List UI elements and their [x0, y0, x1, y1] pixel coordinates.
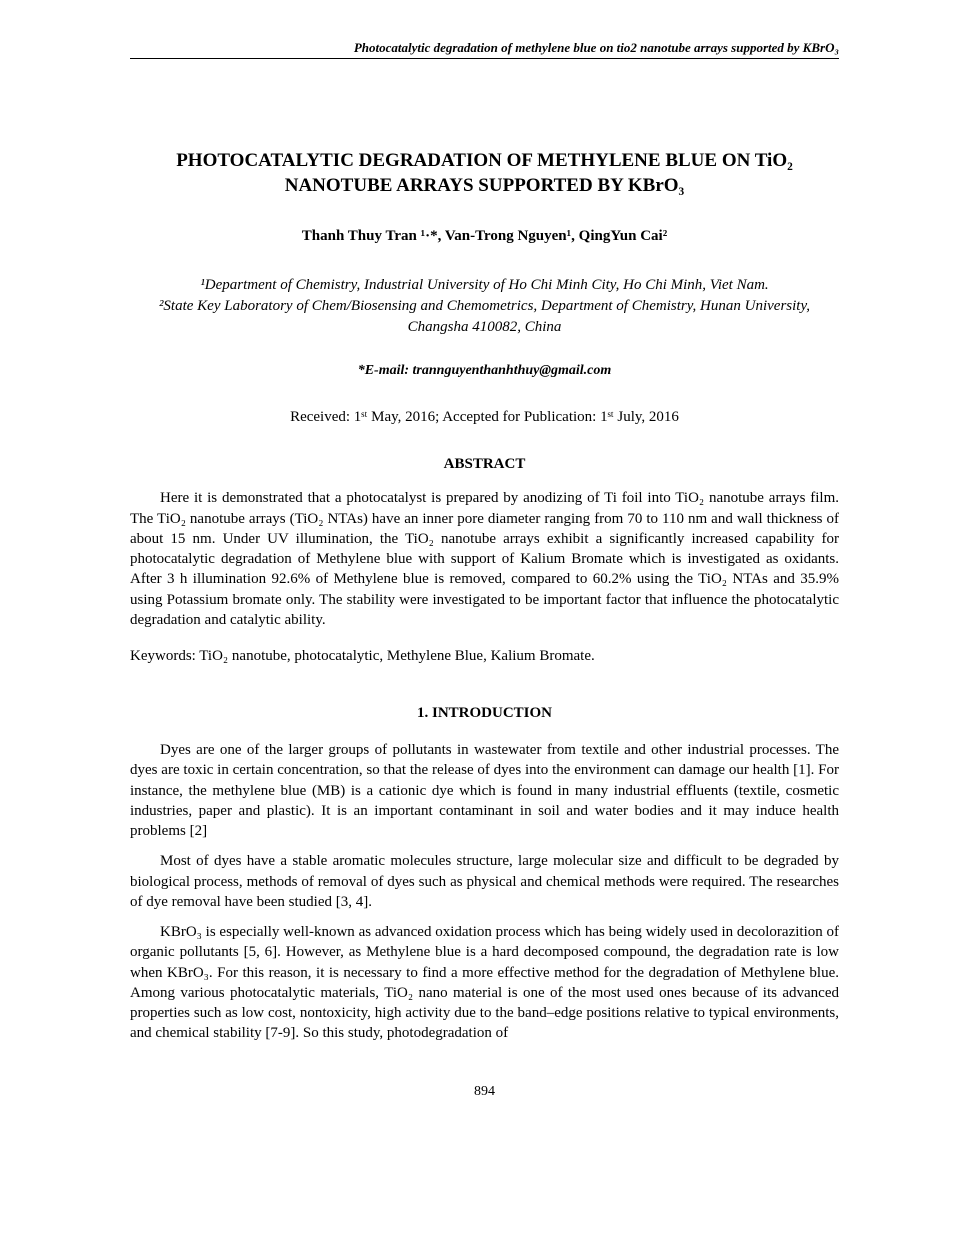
authors: Thanh Thuy Tran ¹·*, Van-Trong Nguyen¹, …: [130, 228, 839, 245]
corresponding-email: *E-mail: trannguyenthanhthuy@gmail.com: [130, 363, 839, 379]
title-line-1: PHOTOCATALYTIC DEGRADATION OF METHYLENE …: [176, 150, 793, 171]
section-1-heading: 1. INTRODUCTION: [130, 705, 839, 722]
paper-title: PHOTOCATALYTIC DEGRADATION OF METHYLENE …: [130, 149, 839, 198]
affiliation-1: ¹Department of Chemistry, Industrial Uni…: [200, 277, 768, 293]
intro-paragraph-1: Dyes are one of the larger groups of pol…: [130, 740, 839, 841]
affiliations: ¹Department of Chemistry, Industrial Uni…: [130, 275, 839, 338]
abstract-heading: ABSTRACT: [130, 456, 839, 473]
running-header: Photocatalytic degradation of methylene …: [130, 40, 839, 59]
intro-paragraph-3: KBrO₃ is especially well-known as advanc…: [130, 922, 839, 1044]
intro-paragraph-2: Most of dyes have a stable aromatic mole…: [130, 851, 839, 912]
page-number: 894: [130, 1084, 839, 1100]
affiliation-2: ²State Key Laboratory of Chem/Biosensing…: [159, 298, 810, 335]
title-line-2: NANOTUBE ARRAYS SUPPORTED BY KBrO₃: [285, 175, 685, 196]
publication-dates: Received: 1ˢᵗ May, 2016; Accepted for Pu…: [130, 409, 839, 426]
page-container: Photocatalytic degradation of methylene …: [0, 0, 969, 1150]
abstract-text: Here it is demonstrated that a photocata…: [130, 488, 839, 630]
keywords: Keywords: TiO₂ nanotube, photocatalytic,…: [130, 648, 839, 665]
